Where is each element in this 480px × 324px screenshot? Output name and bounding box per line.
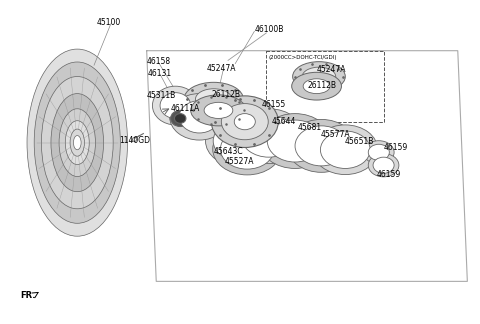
Ellipse shape (259, 114, 331, 168)
Ellipse shape (70, 129, 84, 156)
Ellipse shape (363, 141, 394, 164)
Text: 45644: 45644 (272, 117, 297, 126)
Ellipse shape (234, 114, 255, 130)
Ellipse shape (179, 101, 219, 133)
Ellipse shape (160, 93, 191, 119)
Text: 46159: 46159 (384, 143, 408, 152)
Ellipse shape (321, 131, 370, 168)
Ellipse shape (373, 157, 394, 173)
Text: 46159: 46159 (377, 170, 401, 179)
Text: 45527A: 45527A (225, 157, 254, 166)
Ellipse shape (213, 121, 267, 161)
Ellipse shape (73, 135, 81, 150)
Ellipse shape (195, 89, 232, 110)
Ellipse shape (170, 110, 190, 126)
Ellipse shape (313, 125, 378, 175)
Ellipse shape (287, 120, 356, 172)
Ellipse shape (65, 121, 89, 165)
Ellipse shape (368, 154, 399, 177)
Ellipse shape (41, 76, 113, 209)
Ellipse shape (211, 96, 278, 147)
Text: 46100B: 46100B (254, 25, 284, 34)
Ellipse shape (34, 62, 120, 223)
Ellipse shape (293, 62, 345, 91)
Text: 45681: 45681 (298, 123, 322, 132)
Ellipse shape (302, 67, 336, 86)
Text: 46158: 46158 (147, 57, 171, 66)
Ellipse shape (174, 114, 186, 123)
Text: 45651B: 45651B (344, 136, 374, 145)
Ellipse shape (303, 79, 330, 94)
Text: 1140GD: 1140GD (120, 135, 150, 145)
Text: 45247A: 45247A (206, 64, 236, 73)
Text: (2000CC>DOHC-TCI/GDI): (2000CC>DOHC-TCI/GDI) (269, 55, 337, 60)
Ellipse shape (292, 72, 341, 100)
Ellipse shape (233, 109, 305, 164)
Ellipse shape (191, 95, 246, 126)
Text: 26112B: 26112B (211, 90, 240, 99)
Text: 45311B: 45311B (147, 91, 176, 100)
Ellipse shape (220, 129, 274, 169)
Ellipse shape (27, 49, 128, 236)
Ellipse shape (204, 102, 233, 119)
Text: 26112B: 26112B (307, 81, 336, 90)
Ellipse shape (59, 109, 96, 177)
Ellipse shape (241, 115, 297, 157)
Ellipse shape (51, 94, 104, 192)
Ellipse shape (295, 126, 348, 166)
Bar (266, 51, 384, 122)
Text: 45247A: 45247A (317, 64, 346, 74)
Text: 45100: 45100 (96, 18, 120, 27)
Text: FR.: FR. (20, 291, 36, 300)
Ellipse shape (368, 144, 389, 160)
Ellipse shape (205, 115, 275, 167)
Ellipse shape (267, 120, 323, 162)
Text: 45577A: 45577A (321, 130, 350, 139)
Ellipse shape (169, 94, 229, 140)
Text: 45643C: 45643C (214, 147, 243, 156)
Text: 46155: 46155 (262, 100, 286, 109)
Ellipse shape (153, 86, 198, 125)
Text: 46111A: 46111A (170, 104, 200, 113)
Ellipse shape (184, 82, 243, 116)
Ellipse shape (221, 104, 268, 140)
Ellipse shape (213, 123, 282, 175)
Text: 46131: 46131 (148, 69, 172, 78)
